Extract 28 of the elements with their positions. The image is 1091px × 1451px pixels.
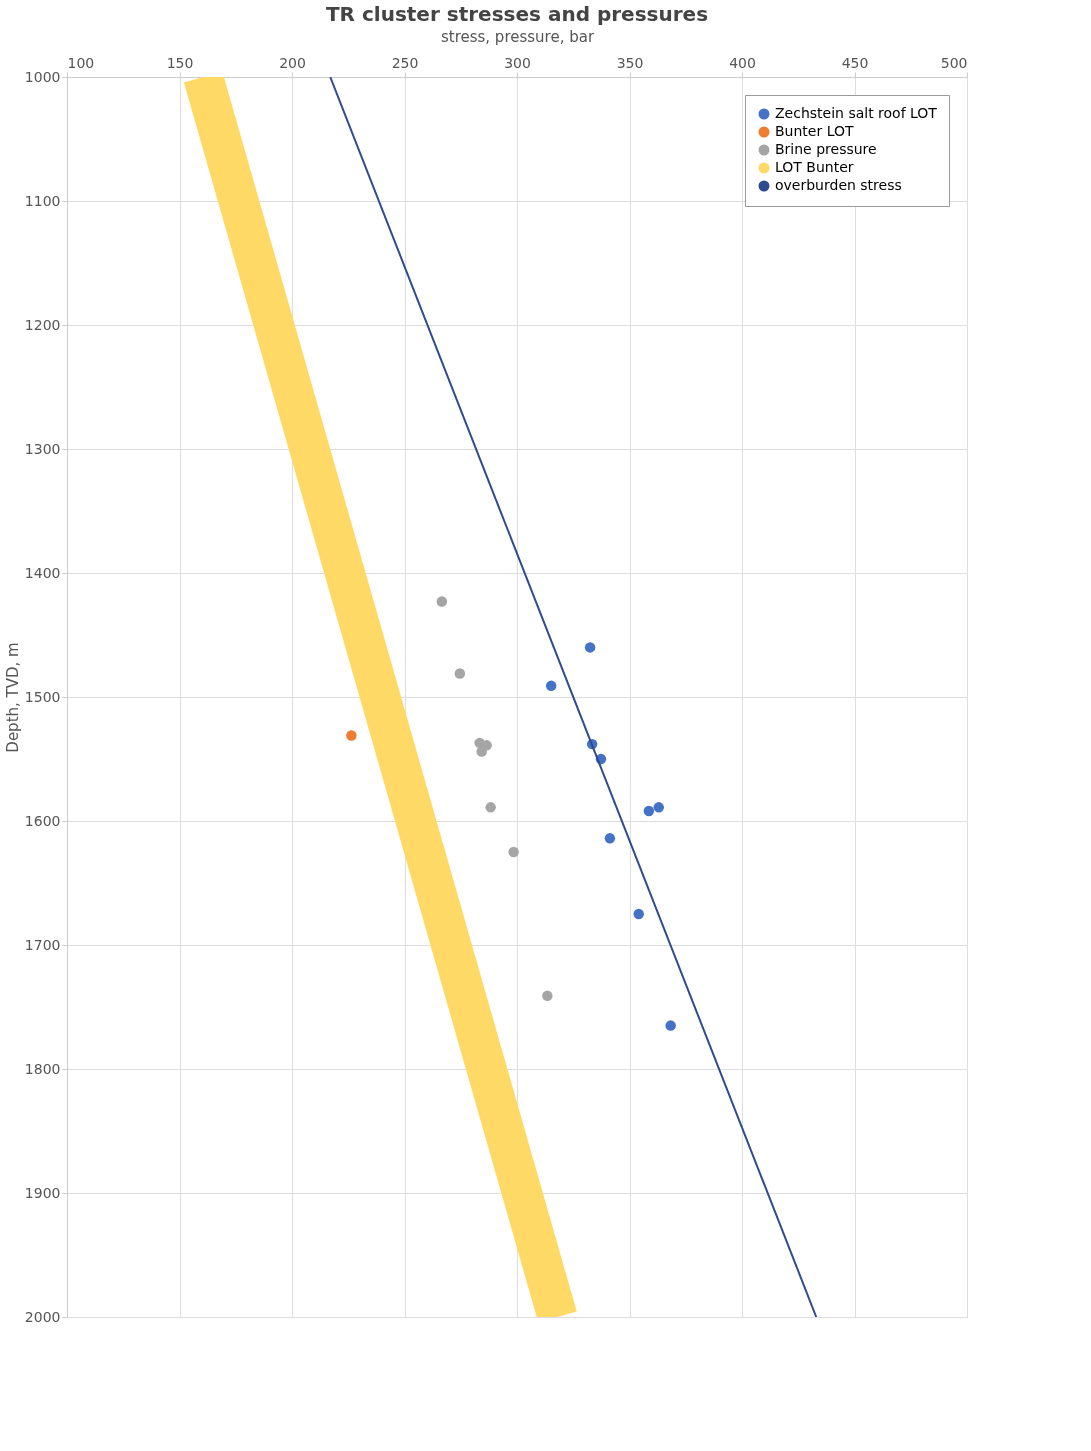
x-tick-label: 100	[67, 54, 95, 71]
y-tick-label: 1500	[24, 688, 61, 705]
y-tick-label: 1400	[24, 564, 61, 581]
y-tick-label: 1100	[24, 192, 61, 209]
legend-label: LOT Bunter	[775, 159, 854, 175]
x-tick-label: 450	[841, 54, 869, 71]
y-tick-label: 1800	[24, 1060, 61, 1077]
y-tick-label: 1200	[24, 316, 61, 333]
y-tick-label: 2000	[24, 1308, 61, 1325]
x-axis-title: stress, pressure, bar	[440, 27, 595, 46]
y-tick-label: 1000	[24, 68, 61, 85]
y-tick-label: 1600	[24, 812, 61, 829]
y-tick-label: 1900	[24, 1184, 61, 1201]
x-tick-label: 300	[504, 54, 531, 71]
x-tick-label: 500	[940, 54, 968, 71]
x-tick-label: 250	[391, 54, 419, 71]
legend-label: Zechstein salt roof LOT	[775, 105, 938, 121]
chart-title: TR cluster stresses and pressures	[325, 2, 709, 26]
legend-label: Bunter LOT	[775, 123, 854, 139]
y-tick-label: 1700	[24, 936, 61, 953]
x-tick-label: 200	[279, 54, 306, 71]
legend-label: Brine pressure	[775, 141, 877, 157]
x-tick-label: 350	[616, 54, 644, 71]
x-tick-label: 150	[166, 54, 194, 71]
y-tick-label: 1300	[24, 440, 61, 457]
x-tick-label: 400	[729, 54, 756, 71]
y-axis-title: Depth, TVD, m	[3, 642, 22, 753]
legend-label: overburden stress	[775, 177, 902, 193]
